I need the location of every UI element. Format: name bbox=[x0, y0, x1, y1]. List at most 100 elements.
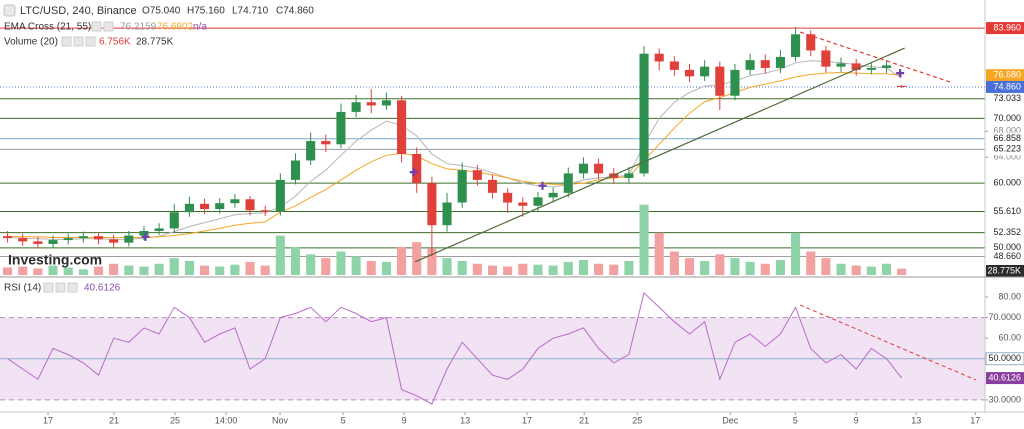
x-tick-label: 25 bbox=[170, 415, 180, 425]
signal-marker bbox=[141, 232, 150, 241]
volume-value: 6.756K bbox=[99, 37, 131, 48]
ema-cross-value: n/a bbox=[193, 22, 207, 33]
axis-label: 64.000 bbox=[993, 152, 1021, 162]
axis-label-box bbox=[986, 265, 1024, 277]
volume-bar bbox=[624, 260, 634, 275]
signal-marker bbox=[409, 168, 418, 177]
candle-body bbox=[897, 85, 907, 87]
close-icon[interactable] bbox=[55, 282, 66, 293]
candle-body bbox=[684, 69, 695, 77]
axis-label-box bbox=[986, 250, 1024, 263]
axis-label-box bbox=[986, 22, 1024, 35]
candle-body bbox=[48, 240, 58, 244]
ohlc-close: C74.860 bbox=[276, 6, 314, 17]
axis-label-box bbox=[986, 205, 1024, 218]
ohlc-open: O75.040 bbox=[142, 6, 181, 17]
candle-body bbox=[336, 111, 346, 145]
volume-bar bbox=[669, 251, 679, 275]
candle-body bbox=[78, 236, 88, 239]
axis-label: 76.680 bbox=[993, 70, 1021, 80]
x-tick-label: 9 bbox=[854, 415, 859, 425]
candle-body bbox=[3, 236, 13, 239]
x-tick-label: 17 bbox=[43, 415, 53, 425]
volume-bar bbox=[275, 235, 285, 275]
ema-slow-value: 76.6802 bbox=[157, 22, 194, 33]
x-tick-label: 13 bbox=[460, 415, 470, 425]
volume-bar bbox=[594, 263, 604, 275]
volume-bar bbox=[366, 260, 376, 275]
axis-label-box bbox=[986, 132, 1024, 145]
volume-bar bbox=[472, 263, 482, 275]
x-tick-label: Nov bbox=[272, 415, 289, 425]
axis-label: 50.000 bbox=[993, 242, 1021, 252]
collapse-icon[interactable] bbox=[3, 4, 16, 17]
axis-label: 28.775K bbox=[987, 265, 1021, 275]
axis-label-box bbox=[986, 92, 1024, 105]
axis-label-box bbox=[986, 352, 1024, 365]
volume-bar bbox=[442, 258, 452, 275]
rsi-trendline bbox=[799, 304, 977, 381]
volume-bar bbox=[124, 265, 134, 275]
more-icon[interactable] bbox=[85, 36, 96, 47]
candle-body bbox=[457, 170, 467, 203]
volume-bar bbox=[745, 261, 755, 275]
volume-bar bbox=[881, 263, 892, 275]
candle-body bbox=[215, 203, 225, 209]
close-icon[interactable] bbox=[73, 36, 84, 47]
candle-body bbox=[669, 61, 679, 70]
volume-bar bbox=[169, 258, 179, 275]
candle-body bbox=[533, 197, 543, 206]
volume-bar bbox=[154, 263, 164, 275]
volume-bar bbox=[548, 265, 558, 275]
candle-body bbox=[93, 236, 104, 240]
candle-body bbox=[275, 179, 285, 212]
rsi-value: 40.6126 bbox=[84, 283, 121, 294]
volume-bar bbox=[18, 266, 28, 275]
candle-body bbox=[866, 67, 876, 70]
candle-body bbox=[290, 160, 301, 180]
candle-body bbox=[760, 60, 770, 68]
candle-body bbox=[639, 53, 649, 174]
volume-bar bbox=[215, 266, 225, 275]
ema-fast-value: 76.2159 bbox=[120, 22, 157, 33]
volume-bar bbox=[48, 265, 58, 275]
candle-body bbox=[306, 141, 316, 161]
x-tick-label: 21 bbox=[109, 415, 119, 425]
candle-body bbox=[775, 56, 785, 68]
volume-bar bbox=[533, 264, 543, 275]
close-icon[interactable] bbox=[103, 21, 114, 32]
candle-body bbox=[245, 199, 255, 211]
volume-bar bbox=[33, 268, 43, 275]
candle-body bbox=[154, 228, 164, 231]
volume-bar bbox=[806, 251, 816, 275]
candle-body bbox=[624, 173, 634, 178]
candle-body bbox=[548, 192, 558, 198]
volume-bar bbox=[866, 266, 876, 275]
axis-label: 60.000 bbox=[993, 177, 1021, 187]
volume-bar bbox=[139, 266, 149, 275]
ohlc-high: H75.160 bbox=[187, 6, 225, 17]
volume-bar bbox=[93, 266, 104, 275]
volume-bar bbox=[791, 232, 801, 275]
volume-bar bbox=[821, 258, 831, 275]
x-tick-label: 17 bbox=[970, 415, 980, 425]
settings-icon[interactable] bbox=[43, 282, 54, 293]
volume-bar bbox=[63, 267, 73, 275]
axis-label: 70.000 bbox=[993, 113, 1021, 123]
candle-body bbox=[791, 34, 801, 57]
x-tick-label: 25 bbox=[632, 415, 642, 425]
settings-icon[interactable] bbox=[91, 21, 102, 32]
settings-icon[interactable] bbox=[61, 36, 72, 47]
volume-bar bbox=[245, 261, 255, 275]
more-icon[interactable] bbox=[67, 282, 78, 293]
axis-label-box bbox=[986, 143, 1024, 156]
volume-bar bbox=[412, 242, 422, 275]
volume-bar bbox=[306, 254, 316, 275]
volume-bar bbox=[397, 246, 407, 275]
volume-bar bbox=[184, 260, 194, 275]
axis-label: 40.6126 bbox=[988, 372, 1021, 382]
candle-body bbox=[139, 231, 149, 236]
volume-bar bbox=[684, 258, 695, 275]
axis-label: 55.610 bbox=[993, 206, 1021, 216]
